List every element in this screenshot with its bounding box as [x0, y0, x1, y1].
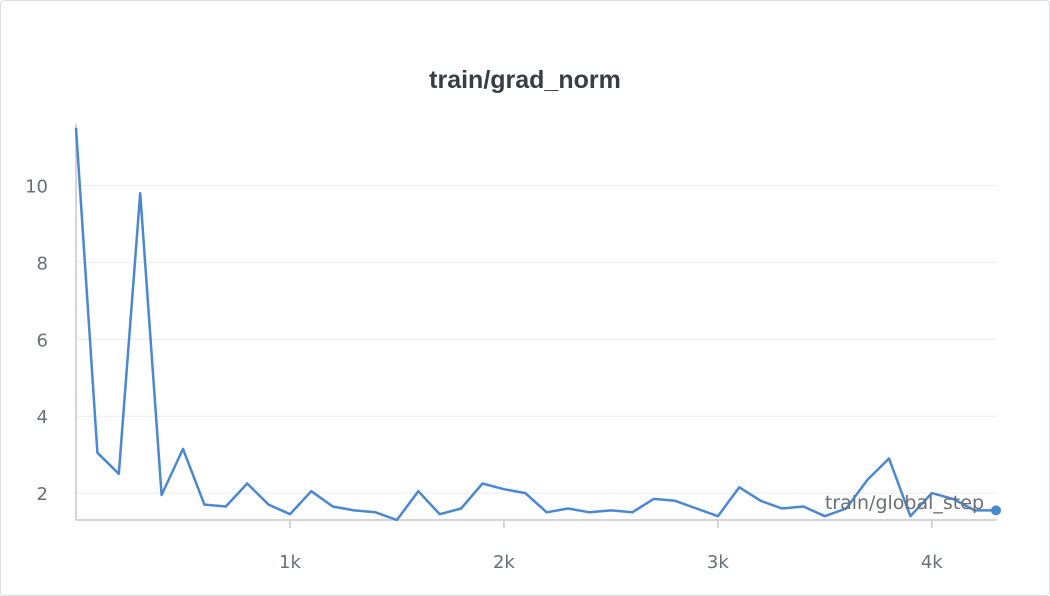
y-tick-label: 6 [37, 330, 48, 351]
y-tick-label: 2 [37, 484, 48, 505]
y-axis-ticks: 2 4 6 8 10 [25, 177, 48, 506]
x-tick-label: 3k [707, 552, 729, 573]
series-end-marker [991, 505, 1001, 516]
chart-title: train/grad_norm [429, 66, 621, 94]
y-tick-label: 4 [37, 407, 48, 428]
x-tick-label: 4k [921, 552, 943, 573]
series-line [74, 127, 996, 522]
x-axis-label: train/global_step [825, 492, 984, 514]
x-tick-label: 1k [279, 552, 301, 573]
series-group [74, 127, 1001, 522]
y-tick-label: 8 [37, 253, 48, 274]
y-tick-label: 10 [25, 177, 48, 198]
x-tick-label: 2k [493, 552, 515, 573]
gridlines [76, 185, 996, 494]
x-axis-ticks: 1k 2k 3k 4k [279, 520, 943, 573]
